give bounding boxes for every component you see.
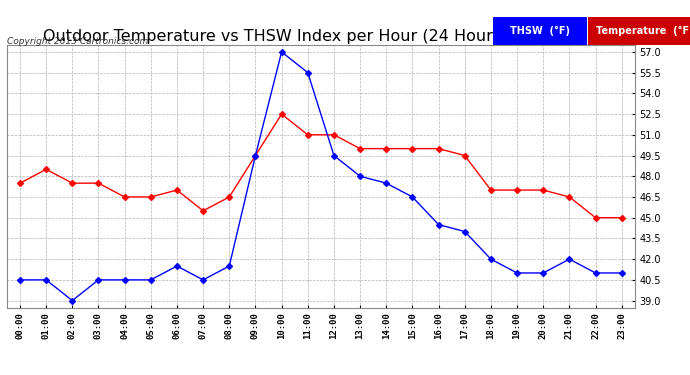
Title: Outdoor Temperature vs THSW Index per Hour (24 Hours)  20131026: Outdoor Temperature vs THSW Index per Ho… [43, 29, 599, 44]
Text: THSW  (°F): THSW (°F) [510, 26, 570, 36]
Text: Copyright 2013 Cartronics.com: Copyright 2013 Cartronics.com [7, 38, 148, 46]
Text: Temperature  (°F): Temperature (°F) [596, 26, 690, 36]
